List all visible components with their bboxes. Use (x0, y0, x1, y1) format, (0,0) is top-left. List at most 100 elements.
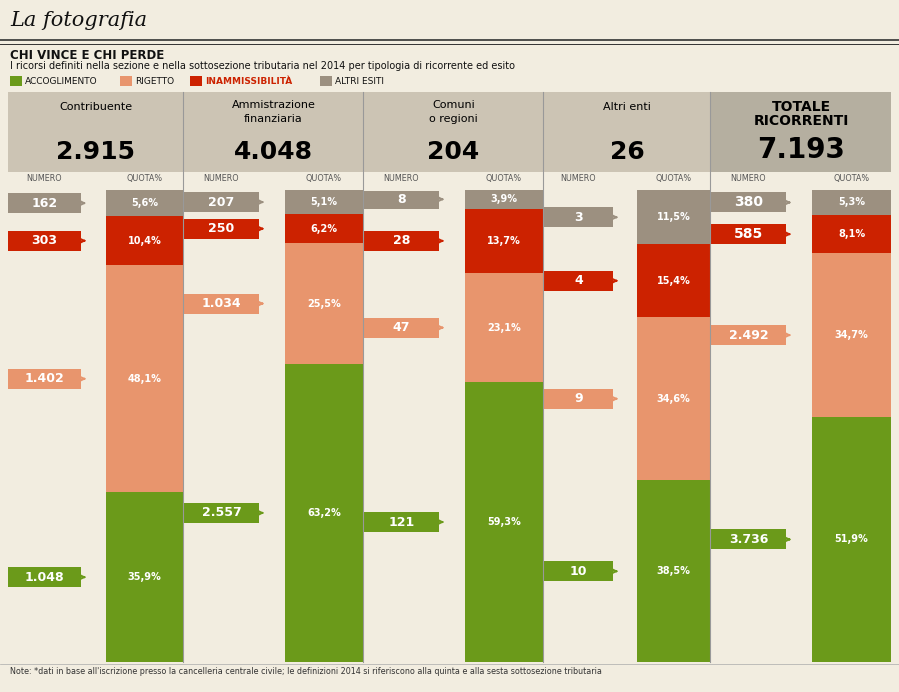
Bar (184, 92, 363, 172)
Text: 63,2%: 63,2% (307, 508, 341, 518)
Bar (465, 273, 543, 382)
Text: 23,1%: 23,1% (487, 322, 521, 333)
Text: 10,4%: 10,4% (128, 236, 162, 246)
Text: o regioni: o regioni (429, 114, 478, 124)
Bar (106, 190, 183, 216)
Text: 48,1%: 48,1% (128, 374, 162, 384)
Text: 121: 121 (388, 516, 414, 529)
Bar (711, 325, 786, 345)
Bar (106, 265, 183, 492)
Text: 7.193: 7.193 (757, 136, 845, 164)
Bar (320, 76, 332, 86)
Bar (190, 76, 202, 86)
Bar (544, 389, 613, 409)
Bar (364, 190, 439, 662)
Bar (812, 190, 891, 662)
Text: Altri enti: Altri enti (603, 102, 651, 112)
Text: finanziaria: finanziaria (245, 114, 303, 124)
Bar (465, 190, 543, 662)
Text: 3,9%: 3,9% (491, 194, 518, 204)
Bar (637, 480, 710, 662)
Text: 28: 28 (393, 235, 410, 248)
Text: 5,1%: 5,1% (310, 197, 337, 207)
Text: ACCOGLIMENTO: ACCOGLIMENTO (25, 77, 98, 86)
Text: I ricorsi definiti nella sezione e nella sottosezione tributaria nel 2014 per ti: I ricorsi definiti nella sezione e nella… (10, 61, 515, 71)
Bar (10, 76, 22, 86)
Text: 8,1%: 8,1% (838, 229, 865, 239)
Text: 11,5%: 11,5% (656, 212, 690, 222)
Text: 204: 204 (427, 140, 480, 164)
Text: 38,5%: 38,5% (656, 566, 690, 576)
Text: 380: 380 (734, 195, 763, 210)
Bar (8, 567, 81, 587)
Bar (637, 190, 710, 244)
Bar (120, 76, 132, 86)
Text: 1.034: 1.034 (201, 297, 241, 310)
Text: QUOTA%: QUOTA% (486, 174, 522, 183)
Text: 35,9%: 35,9% (128, 572, 162, 582)
Bar (465, 382, 543, 662)
Text: 10: 10 (570, 565, 587, 578)
Text: 51,9%: 51,9% (834, 534, 868, 545)
Bar (364, 92, 543, 172)
Text: QUOTA%: QUOTA% (127, 174, 163, 183)
Bar (637, 190, 710, 662)
Bar (106, 190, 183, 662)
Text: 26: 26 (610, 140, 645, 164)
Text: Ammistrazione: Ammistrazione (232, 100, 316, 110)
Bar (364, 191, 439, 209)
Bar (184, 190, 259, 662)
Text: CHI VINCE E CHI PERDE: CHI VINCE E CHI PERDE (10, 49, 165, 62)
Text: NUMERO: NUMERO (561, 174, 596, 183)
Text: 34,7%: 34,7% (834, 330, 868, 340)
Bar (8, 193, 81, 213)
Bar (812, 190, 891, 215)
Text: 6,2%: 6,2% (310, 224, 337, 234)
Text: RIGETTO: RIGETTO (135, 77, 174, 86)
Bar (465, 208, 543, 273)
Text: 303: 303 (31, 235, 58, 247)
Text: 3: 3 (574, 211, 583, 224)
Text: 4.048: 4.048 (234, 140, 313, 164)
Text: Note: *dati in base all'iscrizione presso la cancelleria centrale civile; le def: Note: *dati in base all'iscrizione press… (10, 667, 601, 676)
Text: 47: 47 (393, 321, 410, 334)
Text: 585: 585 (734, 227, 763, 241)
Text: INAMMISSIBILITÀ: INAMMISSIBILITÀ (205, 77, 292, 86)
Text: 5,3%: 5,3% (838, 197, 865, 208)
Bar (184, 503, 259, 523)
Bar (8, 369, 81, 389)
Bar (711, 190, 786, 662)
Bar (637, 244, 710, 317)
Text: NUMERO: NUMERO (731, 174, 766, 183)
Bar (285, 364, 363, 662)
Bar (285, 190, 363, 214)
Bar (711, 92, 891, 172)
Bar (184, 293, 259, 313)
Bar (544, 561, 613, 581)
Bar (106, 492, 183, 662)
Bar (544, 207, 613, 227)
Text: 15,4%: 15,4% (656, 276, 690, 286)
Bar (544, 190, 613, 662)
Text: QUOTA%: QUOTA% (833, 174, 869, 183)
Text: 59,3%: 59,3% (487, 517, 521, 527)
Bar (812, 253, 891, 417)
Bar (812, 215, 891, 253)
Bar (184, 192, 259, 212)
Bar (544, 271, 613, 291)
Text: 4: 4 (574, 274, 583, 287)
Text: NUMERO: NUMERO (204, 174, 239, 183)
Bar (364, 318, 439, 338)
Text: QUOTA%: QUOTA% (655, 174, 691, 183)
Bar (285, 244, 363, 364)
Bar (285, 214, 363, 244)
Text: RICORRENTI: RICORRENTI (753, 114, 849, 128)
Bar (184, 219, 259, 239)
Text: 207: 207 (209, 196, 235, 208)
Text: NUMERO: NUMERO (384, 174, 419, 183)
Bar (364, 231, 439, 251)
Bar (106, 216, 183, 265)
Text: 162: 162 (31, 197, 58, 210)
Text: QUOTA%: QUOTA% (306, 174, 342, 183)
Text: 2.915: 2.915 (56, 140, 135, 164)
